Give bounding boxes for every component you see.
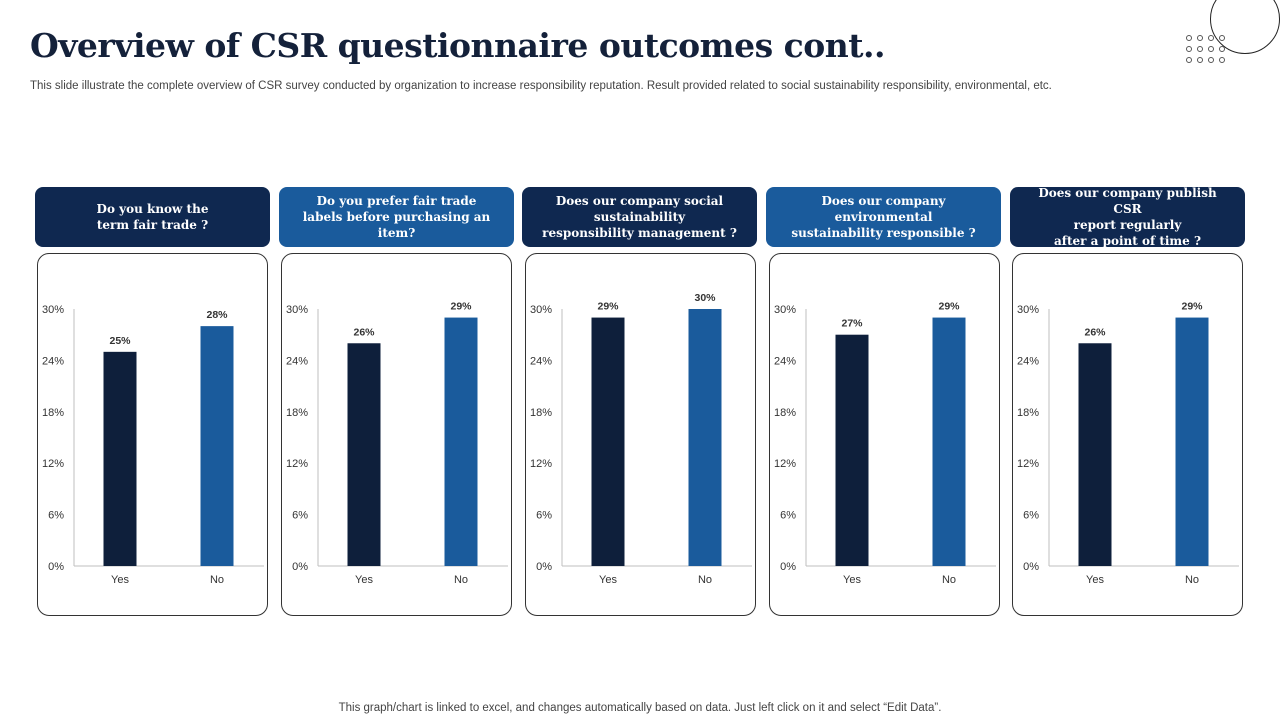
bar-no xyxy=(444,317,478,566)
chart-panel-4[interactable]: 0% 6% 12% 18% 24% 30% 27% Yes 29% No xyxy=(769,253,1000,616)
y-tick-label: 24% xyxy=(42,355,64,367)
y-tick-label: 0% xyxy=(292,561,308,573)
y-tick-label: 0% xyxy=(1023,561,1039,573)
x-category-label: Yes xyxy=(1086,574,1104,586)
bar-yes xyxy=(347,343,381,566)
bar-chart-2[interactable]: 0% 6% 12% 18% 24% 30% 26% Yes 29% No xyxy=(282,254,513,617)
page-subtitle: This slide illustrate the complete overv… xyxy=(30,80,1052,92)
data-label: 26% xyxy=(353,326,375,338)
data-label: 29% xyxy=(938,301,960,313)
y-tick-label: 12% xyxy=(530,458,552,470)
bar-yes xyxy=(103,351,137,566)
data-label: 26% xyxy=(1084,326,1106,338)
page-title: Overview of CSR questionnaire outcomes c… xyxy=(30,26,885,65)
x-category-label: No xyxy=(454,574,468,586)
bar-no xyxy=(200,326,234,566)
bar-chart-5[interactable]: 0% 6% 12% 18% 24% 30% 26% Yes 29% No xyxy=(1013,254,1244,617)
bar-no xyxy=(1175,317,1209,566)
question-header-3: Does our company social sustainability r… xyxy=(522,187,757,247)
y-tick-label: 18% xyxy=(286,407,308,419)
bar-no xyxy=(688,309,722,566)
bar-no xyxy=(932,317,966,566)
question-header-1: Do you know the term fair trade ? xyxy=(35,187,270,247)
y-tick-label: 30% xyxy=(42,304,64,316)
bar-chart-1[interactable]: 0% 6% 12% 18% 24% 30% 25% Yes 28% No xyxy=(38,254,269,617)
y-tick-label: 0% xyxy=(48,561,64,573)
data-label: 30% xyxy=(694,292,716,304)
x-category-label: No xyxy=(1185,574,1199,586)
decorative-dot-grid xyxy=(1186,35,1225,63)
chart-panel-3[interactable]: 0% 6% 12% 18% 24% 30% 29% Yes 30% No xyxy=(525,253,756,616)
bar-yes xyxy=(591,317,625,566)
data-label: 27% xyxy=(841,318,863,330)
question-header-2: Do you prefer fair trade labels before p… xyxy=(279,187,514,247)
y-tick-label: 18% xyxy=(774,407,796,419)
chart-panel-1[interactable]: 0% 6% 12% 18% 24% 30% 25% Yes 28% No xyxy=(37,253,268,616)
bar-yes xyxy=(835,334,869,566)
y-tick-label: 24% xyxy=(286,355,308,367)
x-category-label: Yes xyxy=(843,574,861,586)
y-tick-label: 6% xyxy=(48,510,64,522)
bar-yes xyxy=(1078,343,1112,566)
y-tick-label: 24% xyxy=(774,355,796,367)
y-tick-label: 30% xyxy=(774,304,796,316)
bar-chart-4[interactable]: 0% 6% 12% 18% 24% 30% 27% Yes 29% No xyxy=(770,254,1001,617)
y-tick-label: 30% xyxy=(530,304,552,316)
data-label: 29% xyxy=(597,301,619,313)
y-tick-label: 24% xyxy=(1017,355,1039,367)
y-tick-label: 18% xyxy=(42,407,64,419)
x-category-label: No xyxy=(210,574,224,586)
bar-chart-3[interactable]: 0% 6% 12% 18% 24% 30% 29% Yes 30% No xyxy=(526,254,757,617)
y-tick-label: 0% xyxy=(780,561,796,573)
data-label: 29% xyxy=(450,301,472,313)
y-tick-label: 0% xyxy=(536,561,552,573)
y-tick-label: 24% xyxy=(530,355,552,367)
y-tick-label: 6% xyxy=(536,510,552,522)
y-tick-label: 6% xyxy=(292,510,308,522)
y-tick-label: 12% xyxy=(774,458,796,470)
x-category-label: No xyxy=(942,574,956,586)
y-tick-label: 12% xyxy=(286,458,308,470)
y-tick-label: 12% xyxy=(1017,458,1039,470)
y-tick-label: 18% xyxy=(1017,407,1039,419)
x-category-label: No xyxy=(698,574,712,586)
footer-note: This graph/chart is linked to excel, and… xyxy=(338,702,942,714)
chart-panel-5[interactable]: 0% 6% 12% 18% 24% 30% 26% Yes 29% No xyxy=(1012,253,1243,616)
y-tick-label: 30% xyxy=(1017,304,1039,316)
data-label: 28% xyxy=(206,309,228,321)
y-tick-label: 6% xyxy=(780,510,796,522)
x-category-label: Yes xyxy=(111,574,129,586)
y-tick-label: 12% xyxy=(42,458,64,470)
data-label: 29% xyxy=(1181,301,1203,313)
y-tick-label: 18% xyxy=(530,407,552,419)
question-header-5: Does our company publish CSR report regu… xyxy=(1010,186,1245,248)
chart-panel-2[interactable]: 0% 6% 12% 18% 24% 30% 26% Yes 29% No xyxy=(281,253,512,616)
x-category-label: Yes xyxy=(599,574,617,586)
x-category-label: Yes xyxy=(355,574,373,586)
data-label: 25% xyxy=(109,335,131,347)
y-tick-label: 6% xyxy=(1023,510,1039,522)
y-tick-label: 30% xyxy=(286,304,308,316)
question-header-4: Does our company environmental sustainab… xyxy=(766,187,1001,247)
